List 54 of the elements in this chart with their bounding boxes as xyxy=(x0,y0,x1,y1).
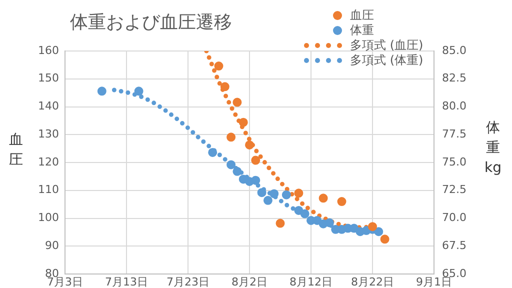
y-tick-label: 100 xyxy=(38,211,59,224)
point xyxy=(251,156,260,165)
y2-tick-label: 70.0 xyxy=(442,211,466,224)
point xyxy=(282,190,291,200)
legend-label: 血圧 xyxy=(350,7,374,24)
point xyxy=(214,62,224,71)
point xyxy=(337,197,346,206)
y-tick-label: 140 xyxy=(38,100,59,113)
x-tick-label: 8月12日 xyxy=(290,275,332,288)
legend-label: 多項式 (血圧) xyxy=(350,37,424,54)
x-tick-label: 8月2日 xyxy=(232,275,268,288)
y-axis-title: 血圧 xyxy=(8,131,24,170)
point xyxy=(257,188,266,198)
point xyxy=(226,160,236,170)
point xyxy=(380,234,390,244)
y-tick-label: 160 xyxy=(38,44,59,57)
y2-tick-label: 67.5 xyxy=(442,238,466,252)
y2-tick-label: 75.0 xyxy=(442,155,466,168)
y-tick-label: 130 xyxy=(38,127,59,140)
point xyxy=(134,86,144,96)
y2-tick-label: 80.0 xyxy=(442,100,466,113)
point xyxy=(245,140,254,150)
point xyxy=(368,222,377,232)
y-tick-label: 150 xyxy=(38,72,59,85)
point xyxy=(270,189,279,198)
point xyxy=(226,132,236,142)
point xyxy=(97,86,106,96)
point xyxy=(208,148,218,157)
point xyxy=(232,166,242,176)
x-tick-label: 7月23日 xyxy=(166,275,210,288)
y2-tick-label: 77.5 xyxy=(442,127,466,140)
point xyxy=(276,218,285,228)
x-tick-label: 8月22日 xyxy=(351,275,394,288)
point xyxy=(374,227,384,236)
point xyxy=(238,118,248,127)
y-tick-label: 120 xyxy=(38,155,59,168)
point xyxy=(263,196,272,205)
y-tick-label: 90 xyxy=(45,238,59,252)
y2-tick-label: 82.5 xyxy=(442,72,466,85)
point xyxy=(232,98,242,107)
point xyxy=(251,176,260,185)
chart-title: 体重および血圧遷移 xyxy=(70,11,232,34)
point xyxy=(220,82,230,92)
y-tick-label: 110 xyxy=(38,183,59,196)
point xyxy=(300,209,310,218)
point xyxy=(318,194,328,203)
y2-tick-label: 85.0 xyxy=(442,44,466,57)
legend-label: 体重 xyxy=(350,22,374,39)
x-tick-label: 7月13日 xyxy=(105,275,148,288)
y2-tick-label: 72.5 xyxy=(442,183,466,196)
y2-axis-title: 体重kg xyxy=(484,119,502,178)
point xyxy=(294,188,304,198)
point xyxy=(324,218,334,228)
legend-label: 多項式 (体重) xyxy=(350,52,424,69)
